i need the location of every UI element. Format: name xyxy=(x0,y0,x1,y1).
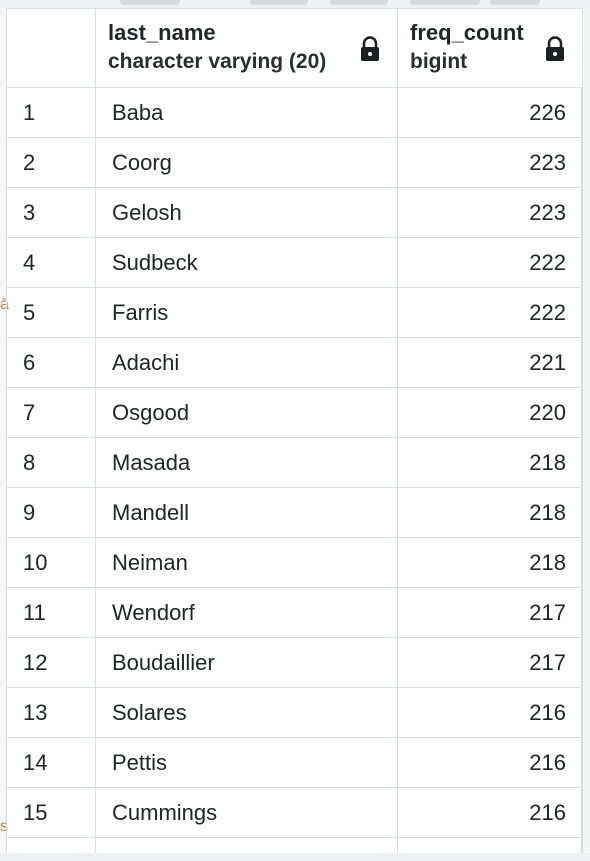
table-row[interactable]: 9 Mandell 218 xyxy=(6,487,583,538)
last-name-cell[interactable]: Gelosh xyxy=(95,187,398,238)
column-name: freq_count xyxy=(410,20,524,45)
lock-icon xyxy=(361,36,379,61)
row-number[interactable]: 15 xyxy=(6,787,96,838)
row-number[interactable]: 14 xyxy=(6,737,96,788)
freq-count-cell[interactable]: 223 xyxy=(397,137,583,188)
table-row[interactable]: 15 Cummings 216 xyxy=(6,787,583,838)
table-row[interactable]: 4 Sudbeck 222 xyxy=(6,237,583,288)
toolbar-tab xyxy=(120,0,180,5)
edge-glyph: s xyxy=(0,818,8,835)
last-name-cell[interactable]: Cummings xyxy=(95,787,398,838)
row-number[interactable]: 11 xyxy=(6,587,96,638)
table-row[interactable]: 2 Coorg 223 xyxy=(6,137,583,188)
table-row[interactable]: 14 Pettis 216 xyxy=(6,737,583,788)
freq-count-cell[interactable]: 222 xyxy=(397,237,583,288)
last-name-cell[interactable]: Neiman xyxy=(95,537,398,588)
column-name: last_name xyxy=(108,20,216,45)
table-row[interactable]: 6 Adachi 221 xyxy=(6,337,583,388)
row-number[interactable]: 7 xyxy=(6,387,96,438)
row-number[interactable]: 3 xyxy=(6,187,96,238)
last-name-cell[interactable]: Mandell xyxy=(95,487,398,538)
data-grid: last_name character varying (20) freq_co… xyxy=(6,8,583,861)
freq-count-cell[interactable]: 216 xyxy=(397,787,583,838)
row-number[interactable]: 2 xyxy=(6,137,96,188)
row-number[interactable]: 13 xyxy=(6,687,96,738)
row-number[interactable]: 6 xyxy=(6,337,96,388)
edge-glyph: ā xyxy=(0,296,9,313)
freq-count-cell[interactable]: 223 xyxy=(397,187,583,238)
freq-count-cell[interactable]: 221 xyxy=(397,337,583,388)
toolbar-tab xyxy=(410,0,480,5)
freq-count-cell[interactable]: 217 xyxy=(397,637,583,688)
last-name-cell[interactable]: Baba xyxy=(95,87,398,138)
header-row: last_name character varying (20) freq_co… xyxy=(6,8,583,88)
table-row[interactable]: 11 Wendorf 217 xyxy=(6,587,583,638)
table-row[interactable]: 1 Baba 226 xyxy=(6,87,583,138)
table-row[interactable]: 8 Masada 218 xyxy=(6,437,583,488)
row-number[interactable]: 4 xyxy=(6,237,96,288)
column-type: character varying (20) xyxy=(108,50,327,73)
bottom-edge xyxy=(0,853,590,861)
freq-count-cell[interactable]: 216 xyxy=(397,737,583,788)
toolbar-tab xyxy=(330,0,388,5)
row-number[interactable]: 12 xyxy=(6,637,96,688)
row-number[interactable]: 8 xyxy=(6,437,96,488)
row-number[interactable]: 9 xyxy=(6,487,96,538)
last-name-cell[interactable]: Wendorf xyxy=(95,587,398,638)
toolbar-tab xyxy=(250,0,308,5)
last-name-cell[interactable]: Solares xyxy=(95,687,398,738)
table-row[interactable]: 13 Solares 216 xyxy=(6,687,583,738)
last-name-cell[interactable]: Farris xyxy=(95,287,398,338)
column-header-freq-count[interactable]: freq_count bigint xyxy=(397,8,583,88)
freq-count-cell[interactable]: 222 xyxy=(397,287,583,338)
freq-count-cell[interactable]: 218 xyxy=(397,487,583,538)
freq-count-cell[interactable]: 217 xyxy=(397,587,583,638)
row-number[interactable]: 5 xyxy=(6,287,96,338)
freq-count-cell[interactable]: 226 xyxy=(397,87,583,138)
table-row[interactable]: 5 Farris 222 xyxy=(6,287,583,338)
toolbar-tab xyxy=(490,0,540,5)
last-name-cell[interactable]: Adachi xyxy=(95,337,398,388)
last-name-cell[interactable]: Sudbeck xyxy=(95,237,398,288)
column-type: bigint xyxy=(410,50,468,73)
table-row[interactable]: 10 Neiman 218 xyxy=(6,537,583,588)
freq-count-cell[interactable]: 220 xyxy=(397,387,583,438)
table-row[interactable]: 3 Gelosh 223 xyxy=(6,187,583,238)
last-name-cell[interactable]: Masada xyxy=(95,437,398,488)
last-name-cell[interactable]: Coorg xyxy=(95,137,398,188)
last-name-cell[interactable]: Osgood xyxy=(95,387,398,438)
freq-count-cell[interactable]: 216 xyxy=(397,687,583,738)
lock-icon xyxy=(546,36,564,61)
last-name-cell[interactable]: Boudaillier xyxy=(95,637,398,688)
table-row[interactable]: 12 Boudaillier 217 xyxy=(6,637,583,688)
row-number[interactable]: 10 xyxy=(6,537,96,588)
row-number[interactable]: 1 xyxy=(6,87,96,138)
row-number-header[interactable] xyxy=(6,8,96,88)
freq-count-cell[interactable]: 218 xyxy=(397,537,583,588)
table-row[interactable]: 7 Osgood 220 xyxy=(6,387,583,438)
last-name-cell[interactable]: Pettis xyxy=(95,737,398,788)
column-header-last-name[interactable]: last_name character varying (20) xyxy=(95,8,398,88)
freq-count-cell[interactable]: 218 xyxy=(397,437,583,488)
